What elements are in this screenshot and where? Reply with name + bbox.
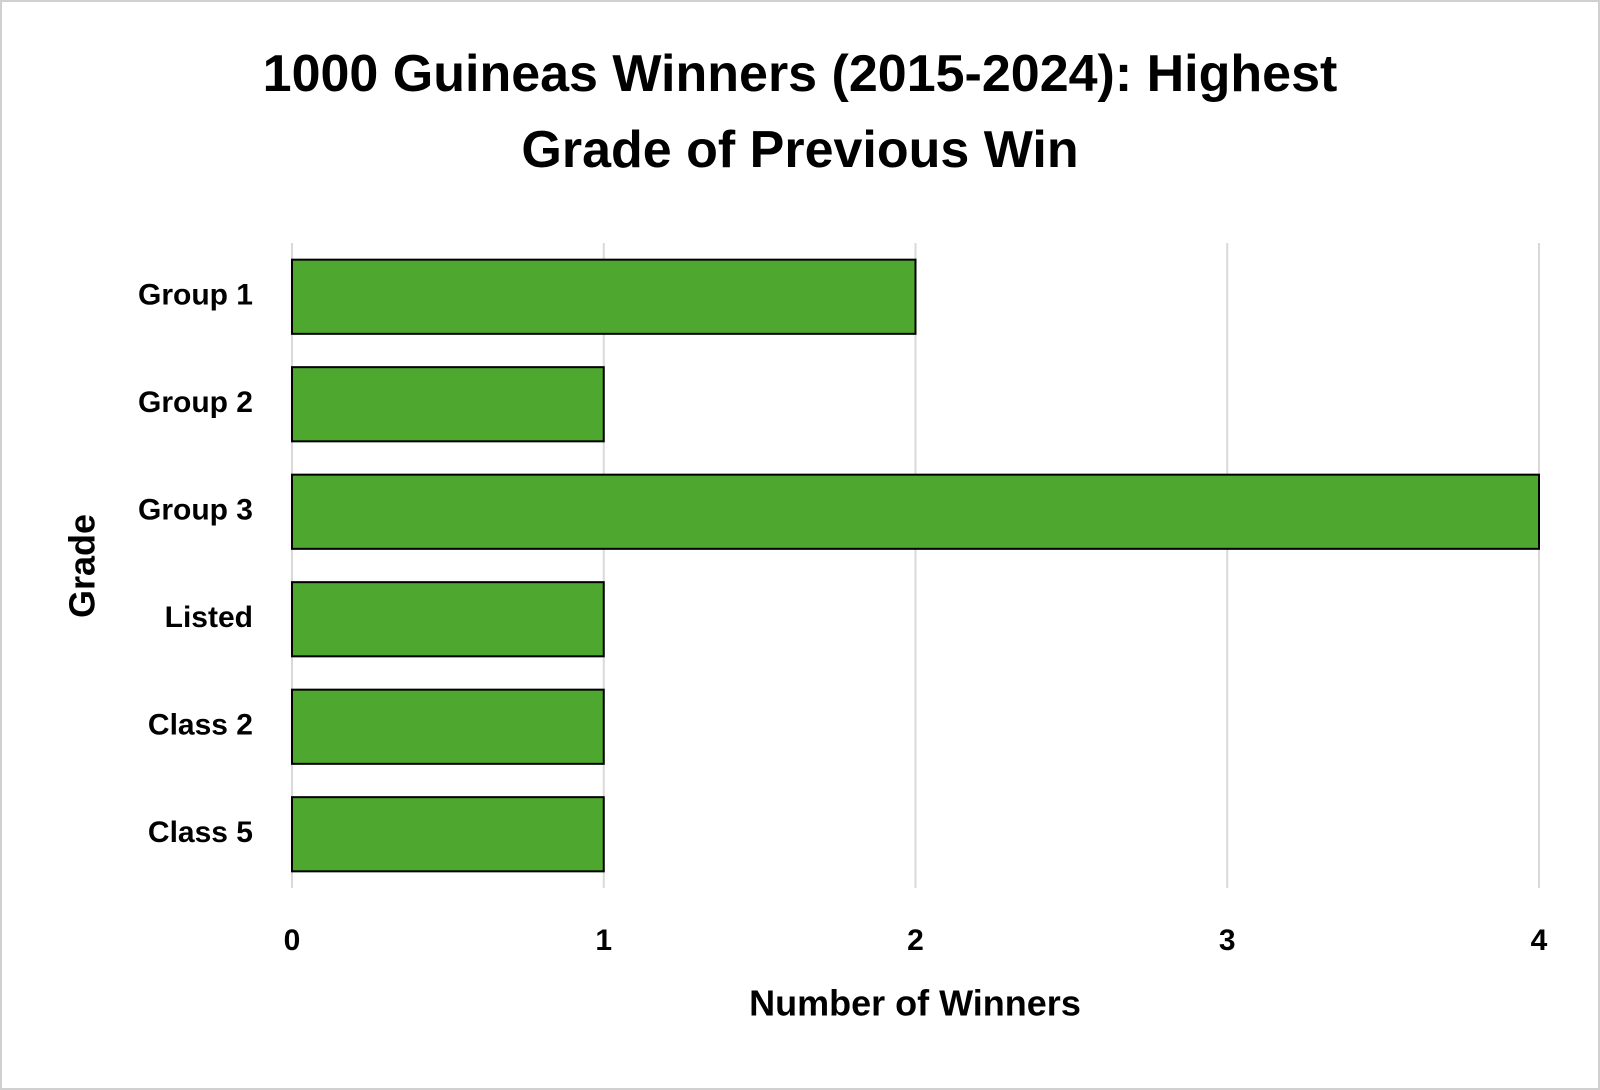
bar — [291, 581, 605, 658]
y-axis-title: Grade — [62, 514, 103, 618]
y-tick-label: Listed — [165, 601, 253, 634]
x-tick-label: 4 — [1531, 924, 1548, 957]
x-tick-label: 2 — [907, 924, 924, 957]
chart-title: 1000 Guineas Winners (2015-2024): Highes… — [262, 45, 1338, 179]
x-axis-title: Number of Winners — [749, 983, 1081, 1024]
y-tick-label: Group 1 — [138, 279, 253, 312]
y-tick-label: Group 3 — [138, 494, 253, 527]
bar — [291, 258, 917, 335]
bar — [291, 796, 605, 873]
bar — [291, 366, 605, 443]
y-tick-label: Group 2 — [138, 386, 253, 419]
x-tick-label: 1 — [595, 924, 612, 957]
bar — [291, 688, 605, 765]
y-tick-label: Class 5 — [148, 816, 253, 849]
y-tick-label: Class 2 — [148, 709, 253, 742]
x-tick-label: 3 — [1219, 924, 1236, 957]
bar — [291, 473, 1540, 550]
x-tick-label: 0 — [284, 924, 301, 957]
